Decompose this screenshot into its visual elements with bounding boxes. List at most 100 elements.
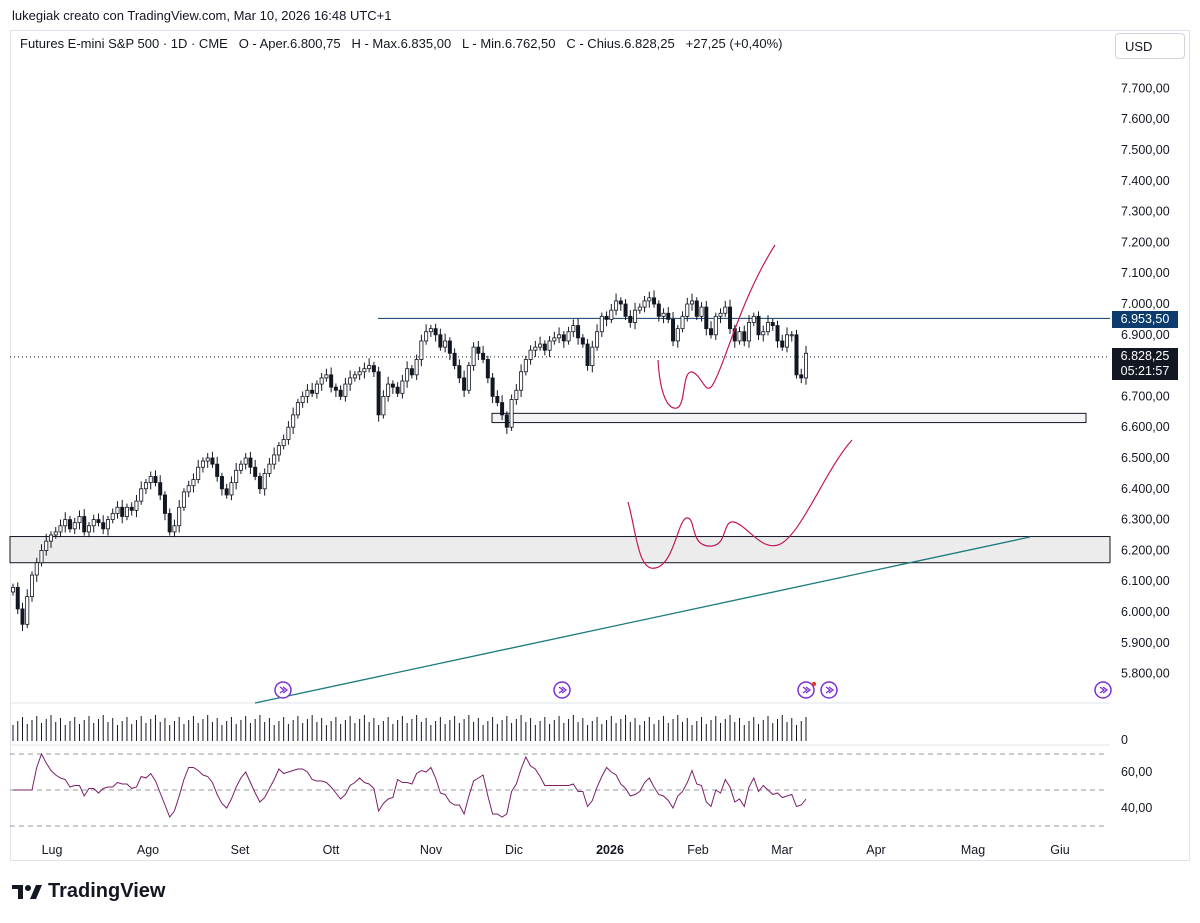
candle [338, 385, 343, 401]
candle-body [53, 531, 58, 536]
candle [39, 544, 44, 567]
ohlc-legend: Futures E-mini S&P 500 · 1D · CME O - Ap… [20, 36, 782, 51]
candle [291, 407, 296, 434]
close-value: C - Chius.6.828,25 [566, 36, 675, 51]
candle [300, 391, 305, 408]
candle-body [761, 331, 766, 336]
candle-body [91, 519, 96, 527]
candle [409, 364, 414, 379]
candle [628, 310, 633, 328]
y-tick-label: 6.100,00 [1121, 574, 1170, 588]
x-tick-label: Nov [420, 843, 443, 857]
candle [357, 366, 362, 381]
candle-body [523, 359, 528, 373]
candle [162, 491, 167, 521]
candle [215, 456, 220, 482]
candle-body [338, 389, 343, 397]
candle-body [329, 374, 334, 388]
candle [101, 515, 106, 535]
candle [139, 481, 144, 505]
candle [25, 589, 30, 629]
currency-button[interactable]: USD [1115, 33, 1185, 59]
candle [680, 311, 685, 333]
candle-body [295, 402, 300, 416]
candle-body [272, 454, 277, 465]
candle [542, 340, 547, 356]
candle-body [528, 349, 533, 360]
candle-body [210, 457, 215, 465]
candle [552, 331, 557, 345]
candle [395, 382, 400, 398]
candle-body [120, 506, 125, 517]
symbol-label[interactable]: Futures E-mini S&P 500 · 1D · CME [20, 36, 228, 51]
candle-body [533, 346, 538, 351]
candle-body [709, 328, 714, 336]
candle-body [656, 303, 661, 317]
candle [167, 508, 172, 536]
candle [766, 315, 771, 336]
candle-body [457, 365, 462, 379]
candle-body [134, 500, 139, 511]
y-tick-label: 6.200,00 [1121, 543, 1170, 557]
candle [53, 526, 58, 539]
candle [200, 457, 205, 473]
y-tick-label: 7.500,00 [1121, 143, 1170, 157]
candle [428, 324, 433, 337]
candle-body [124, 506, 129, 517]
candle-body [609, 309, 614, 320]
candle-body [424, 331, 429, 342]
economic-event-icon [553, 681, 571, 699]
candle [623, 299, 628, 321]
candle-body [267, 463, 272, 474]
candle-body [585, 343, 590, 367]
candle-body [647, 297, 652, 302]
candle-body [243, 457, 248, 465]
candle [362, 362, 367, 379]
candle-body [751, 315, 756, 323]
candle-body [580, 337, 585, 345]
candle [756, 311, 761, 341]
candle-body [181, 491, 186, 508]
candle [737, 326, 742, 345]
candle [234, 462, 239, 490]
candle [661, 308, 666, 324]
candle [134, 494, 139, 518]
candle [713, 312, 718, 341]
candle [224, 483, 229, 499]
candle-body [785, 334, 790, 348]
y-tick-label: 7.400,00 [1121, 174, 1170, 188]
y-tick-label: 7.300,00 [1121, 205, 1170, 219]
candle-body [67, 519, 72, 530]
candle-body [63, 519, 68, 527]
candle [153, 470, 158, 487]
candle-body [310, 389, 315, 394]
y-tick-label: 7.200,00 [1121, 235, 1170, 249]
candle-body [495, 395, 500, 403]
candle-body [314, 383, 319, 394]
candle [333, 383, 338, 398]
candle [761, 325, 766, 342]
candle-body [200, 460, 205, 468]
candle-body [191, 479, 196, 487]
candle-body [15, 586, 20, 610]
candle [324, 368, 329, 382]
candle-body [48, 534, 53, 542]
candle [63, 512, 68, 533]
candle [633, 302, 638, 330]
candle-body [219, 476, 224, 490]
candle [343, 377, 348, 402]
candle-body [747, 322, 752, 342]
candle-body [205, 457, 210, 462]
candle-body [637, 306, 642, 311]
candle-body [500, 402, 505, 416]
candle [15, 582, 20, 615]
candle [253, 459, 258, 481]
y-tick-label: 6.500,00 [1121, 451, 1170, 465]
candle-body [557, 334, 562, 339]
candle [352, 371, 357, 382]
x-tick-label: Mar [771, 843, 793, 857]
attribution-text: lukegiak creato con TradingView.com, Mar… [12, 8, 392, 23]
candle [248, 451, 253, 475]
candle-body [680, 315, 685, 330]
